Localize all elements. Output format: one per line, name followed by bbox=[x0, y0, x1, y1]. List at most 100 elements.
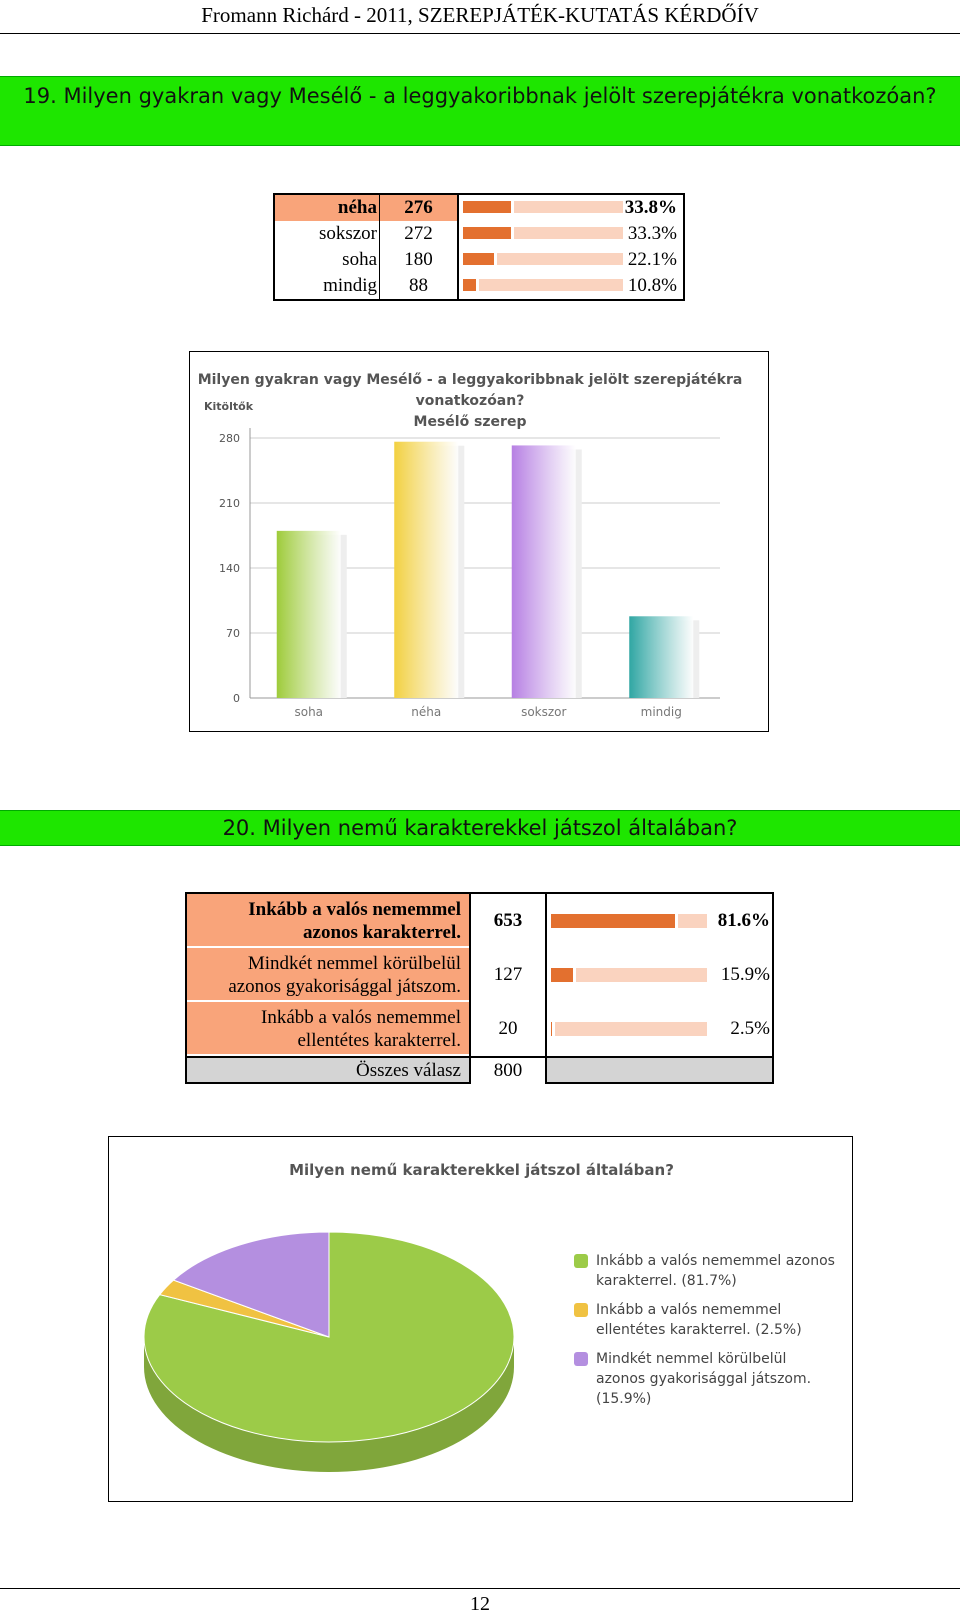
row-bar-cell: 33.3% bbox=[457, 221, 683, 247]
pie-slice bbox=[143, 1231, 515, 1443]
pie-slice-side bbox=[144, 1337, 514, 1472]
q20-results-table: Inkább a valós nememmel azonos karakterr… bbox=[185, 892, 774, 1084]
table-row: Mindkét nemmel körülbelül azonos gyakori… bbox=[187, 948, 772, 1002]
page-header: Fromann Richárd - 2011, SZEREPJÁTÉK-KUTA… bbox=[0, 0, 960, 34]
row-percent: 22.1% bbox=[627, 249, 677, 270]
table-row: sokszor 272 33.3% bbox=[275, 221, 683, 247]
x-tick-label: sokszor bbox=[521, 705, 566, 719]
y-tick-label: 210 bbox=[219, 497, 240, 510]
chart-title: Milyen gyakran vagy Mesélő - a leggyakor… bbox=[190, 370, 750, 433]
row-label: Mindkét nemmel körülbelül azonos gyakori… bbox=[187, 948, 469, 1001]
total-row: Összes válasz 800 bbox=[187, 1056, 772, 1084]
row-label: Inkább a valós nememmel azonos karakterr… bbox=[187, 894, 469, 947]
chart-title-line: Milyen gyakran vagy Mesélő - a leggyakor… bbox=[197, 372, 743, 388]
row-bar-cell: 33.8% bbox=[457, 195, 683, 221]
x-tick-label: mindig bbox=[641, 705, 682, 719]
row-percent: 10.8% bbox=[627, 275, 677, 296]
pie-slice bbox=[172, 1231, 330, 1338]
total-label: Összes válasz bbox=[356, 1060, 461, 1081]
row-label: néha bbox=[275, 195, 379, 221]
row-count: 653 bbox=[469, 894, 547, 948]
row-bar-track bbox=[551, 1022, 707, 1036]
legend-text: azonos gyakorisággal játszom. bbox=[596, 1371, 812, 1387]
legend-item: Inkább a valós nememmel azonos karakterr… bbox=[574, 1251, 844, 1291]
chart-title-line: vonatkozóan? bbox=[415, 393, 525, 409]
row-label: Inkább a valós nememmel ellentétes karak… bbox=[187, 1002, 469, 1055]
question-19-title: 19. Milyen gyakran vagy Mesélő - a leggy… bbox=[0, 76, 960, 146]
row-label-line: azonos gyakorisággal játszom. bbox=[228, 976, 461, 997]
row-bar-fill bbox=[463, 227, 514, 239]
row-percent: 33.8% bbox=[624, 197, 677, 218]
row-label-line: ellentétes karakterrel. bbox=[297, 1030, 461, 1051]
row-label: sokszor bbox=[318, 223, 377, 244]
row-label-line: Inkább a valós nememmel bbox=[261, 1007, 461, 1028]
bar bbox=[511, 445, 576, 698]
row-label: soha bbox=[342, 249, 377, 270]
row-count: 88 bbox=[379, 273, 457, 299]
legend-text: karakterrel. (81.7%) bbox=[596, 1273, 737, 1289]
chart-legend: Inkább a valós nememmel azonos karakterr… bbox=[574, 1251, 844, 1418]
row-bar-cell: 22.1% bbox=[457, 247, 683, 273]
x-tick-label: néha bbox=[411, 705, 441, 719]
row-bar-fill bbox=[551, 968, 576, 982]
page-number: 12 bbox=[0, 1588, 960, 1612]
row-label-line: azonos karakterrel. bbox=[303, 922, 461, 943]
legend-text: (15.9%) bbox=[596, 1391, 652, 1407]
row-percent: 15.9% bbox=[720, 964, 770, 985]
row-bar-track bbox=[463, 227, 623, 239]
legend-text: Inkább a valós nememmel azonos bbox=[596, 1253, 835, 1269]
total-count: 800 bbox=[469, 1058, 547, 1084]
row-bar-fill bbox=[463, 201, 515, 213]
row-bar-track bbox=[551, 914, 707, 928]
table-row: Inkább a valós nememmel azonos karakterr… bbox=[187, 894, 772, 948]
bar bbox=[394, 441, 459, 698]
row-bar-fill bbox=[463, 253, 497, 265]
row-bar-fill bbox=[551, 1022, 555, 1036]
row-count: 272 bbox=[379, 221, 457, 247]
legend-text: ellentétes karakterrel. (2.5%) bbox=[596, 1322, 802, 1338]
row-label: mindig bbox=[323, 275, 377, 296]
legend-text: Inkább a valós nememmel bbox=[596, 1302, 782, 1318]
y-tick-label: 0 bbox=[233, 692, 240, 705]
row-bar-track bbox=[463, 201, 623, 213]
chart-title-line: Mesélő szerep bbox=[413, 414, 527, 430]
pie-chart-svg bbox=[143, 1231, 515, 1472]
legend-text: Mindkét nemmel körülbelül bbox=[596, 1351, 787, 1367]
row-bar-cell: 10.8% bbox=[457, 273, 683, 299]
bar bbox=[629, 616, 694, 698]
row-count: 276 bbox=[379, 195, 457, 221]
row-bar-fill bbox=[551, 914, 679, 928]
legend-item: Mindkét nemmel körülbelül azonos gyakori… bbox=[574, 1349, 844, 1409]
row-bar-track bbox=[463, 279, 623, 291]
row-count: 127 bbox=[469, 948, 547, 1002]
y-axis-label: Kitöltők bbox=[204, 400, 254, 413]
row-bar-track bbox=[551, 968, 707, 982]
table-row: néha 276 33.8% bbox=[275, 195, 683, 221]
legend-item: Inkább a valós nememmel ellentétes karak… bbox=[574, 1300, 844, 1340]
row-label-line: Mindkét nemmel körülbelül bbox=[247, 953, 461, 974]
y-tick-label: 70 bbox=[226, 627, 240, 640]
legend-swatch bbox=[574, 1303, 588, 1317]
table-row: Inkább a valós nememmel ellentétes karak… bbox=[187, 1002, 772, 1056]
row-percent: 33.3% bbox=[627, 223, 677, 244]
table-row: mindig 88 10.8% bbox=[275, 273, 683, 299]
q19-bar-chart: Milyen gyakran vagy Mesélő - a leggyakor… bbox=[189, 351, 769, 732]
y-tick-label: 280 bbox=[219, 432, 240, 445]
row-percent: 81.6% bbox=[717, 910, 770, 931]
bar bbox=[276, 530, 341, 698]
table-row: soha 180 22.1% bbox=[275, 247, 683, 273]
y-tick-label: 140 bbox=[219, 562, 240, 575]
row-percent: 2.5% bbox=[730, 1018, 770, 1039]
bar-chart-svg: Kitöltők 280 210 140 70 0 soha néha sokszor mindi… bbox=[204, 400, 720, 719]
q20-pie-chart: Milyen nemű karakterekkel játszol általá… bbox=[108, 1136, 853, 1502]
row-bar-fill bbox=[463, 279, 480, 291]
row-count: 20 bbox=[469, 1002, 547, 1056]
q19-results-table: néha 276 33.8% sokszor 272 33.3% soha 18… bbox=[273, 193, 685, 301]
legend-swatch bbox=[574, 1352, 588, 1366]
row-count: 180 bbox=[379, 247, 457, 273]
question-20-title: 20. Milyen nemű karakterekkel játszol ál… bbox=[0, 810, 960, 846]
row-label-line: Inkább a valós nememmel bbox=[248, 899, 461, 920]
row-bar-track bbox=[463, 253, 623, 265]
legend-swatch bbox=[574, 1254, 588, 1268]
x-tick-label: soha bbox=[294, 705, 323, 719]
